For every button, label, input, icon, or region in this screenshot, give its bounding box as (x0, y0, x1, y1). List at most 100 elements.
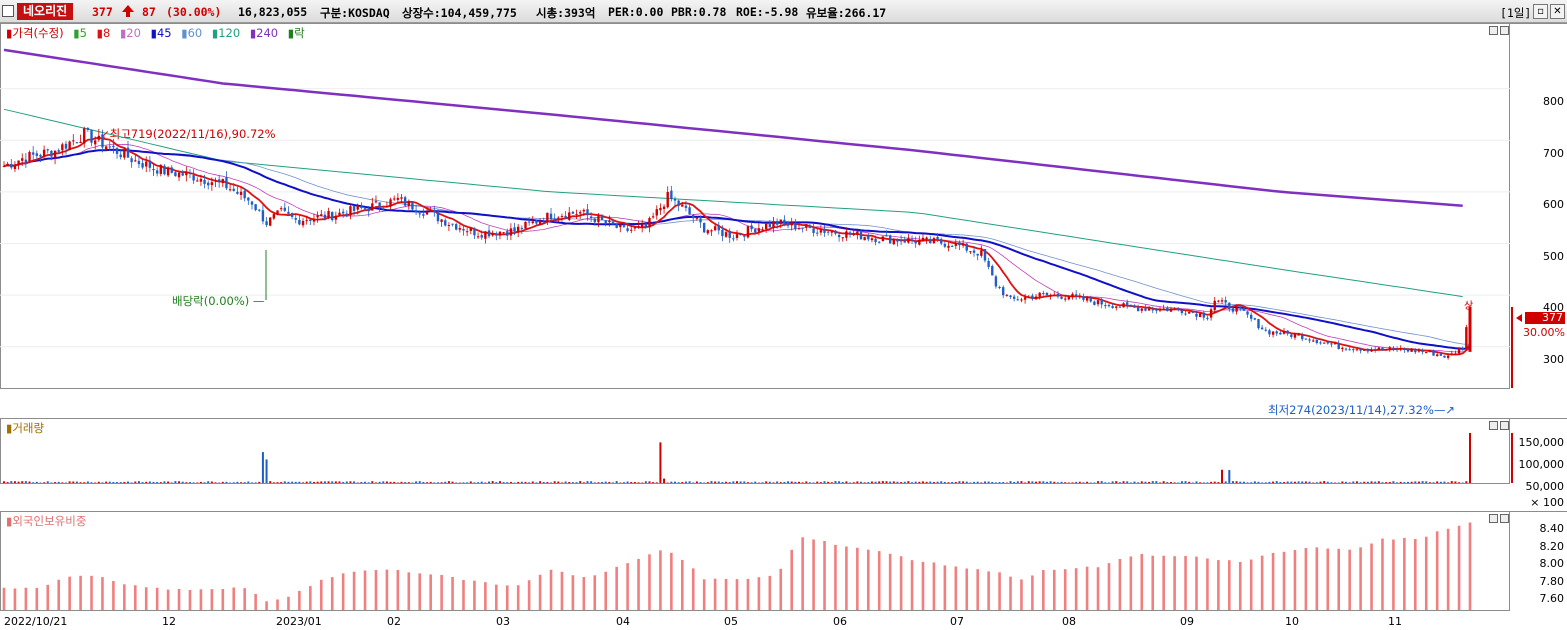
y-tick: 700 (1543, 147, 1564, 160)
volume-bar (61, 482, 64, 483)
panel-close-icon[interactable] (1500, 514, 1509, 523)
foreign-bar (790, 549, 794, 610)
panel-settings-icon[interactable] (1489, 514, 1498, 523)
candle-body (746, 226, 750, 238)
candle-body (1428, 350, 1432, 352)
volume-bar (1283, 482, 1286, 483)
volume-panel[interactable]: ▮거래량 (0, 418, 1510, 484)
foreign-bar (177, 588, 181, 610)
select-checkbox[interactable] (2, 5, 14, 17)
volume-bar (736, 481, 738, 483)
candle-body (221, 179, 225, 184)
x-label: 06 (833, 615, 847, 628)
volume-bar (1436, 481, 1439, 483)
candle-body (582, 209, 586, 212)
volume-bar (108, 481, 111, 483)
volume-bar (881, 481, 884, 483)
candle-body (1290, 334, 1293, 337)
foreign-bar (352, 571, 356, 610)
restore-icon[interactable]: ▫ (1533, 4, 1548, 19)
candle-body (506, 231, 509, 236)
foreign-bar (615, 566, 618, 610)
close-icon[interactable]: ✕ (1550, 4, 1565, 19)
volume-bar (980, 482, 983, 483)
volume-bar (196, 482, 199, 483)
volume-bar (852, 482, 855, 483)
volume-bar (1086, 481, 1089, 483)
candle-body (841, 237, 844, 239)
candle-body (1425, 352, 1428, 354)
candle-body (932, 238, 936, 244)
foreign-bar (691, 568, 695, 610)
panel-settings-icon[interactable] (1489, 421, 1498, 430)
candle-body (371, 203, 374, 211)
candle-body (192, 175, 195, 181)
panel-close-icon[interactable] (1500, 26, 1509, 35)
candle-body (1228, 302, 1231, 309)
foreign-bar (451, 576, 454, 610)
candle-body (732, 238, 735, 240)
volume-bar (309, 481, 312, 483)
volume-bar (1148, 481, 1151, 483)
volume-bar (302, 482, 305, 483)
volume-bar (1042, 481, 1045, 483)
foreign-bar (90, 575, 93, 610)
foreign-bar (1315, 547, 1319, 610)
volume-title: ▮거래량 (6, 421, 45, 435)
panel-settings-icon[interactable] (1489, 26, 1498, 35)
period-button[interactable]: [1일] (1500, 6, 1532, 20)
candle-body (1012, 296, 1016, 299)
volume-bar (422, 481, 425, 483)
candle-body (247, 197, 250, 201)
volume-bar (1009, 481, 1012, 483)
volume-bar (695, 481, 698, 483)
panel-close-icon[interactable] (1500, 421, 1509, 430)
candle-body (396, 197, 400, 200)
foreign-bar (779, 568, 783, 610)
candle-body (261, 210, 265, 222)
volume-bar (1345, 481, 1348, 483)
candle-body (965, 243, 968, 251)
volume-bar (954, 482, 957, 483)
candle-body (1064, 298, 1067, 300)
candle-body (320, 214, 323, 217)
foreign-bar (330, 577, 334, 610)
candle-body (783, 219, 786, 224)
volume-bar (491, 481, 494, 483)
price-legend: ▮가격(수정) ▮5 ▮8 ▮20 ▮45 ▮60 ▮120 ▮240 ▮락 (6, 25, 311, 41)
candle-body (166, 167, 170, 176)
foreign-bar (1020, 579, 1023, 610)
volume-bar (1213, 481, 1216, 483)
stock-header-bar: 네오리진 377 87 (30.00%) 16,823,055 구분:KOSDA… (0, 0, 1567, 23)
stock-name[interactable]: 네오리진 (17, 3, 74, 20)
volume-bar (236, 481, 239, 483)
candle-body (1169, 308, 1173, 312)
candle-body (1023, 297, 1027, 300)
foreign-bar (976, 569, 979, 610)
volume-bar (1363, 481, 1366, 483)
volume-bar (1082, 482, 1085, 483)
candle-body (721, 229, 724, 237)
candle-body (1140, 308, 1143, 311)
candle-body (418, 213, 421, 215)
volume-bar (998, 482, 1001, 483)
legend-ma240: ▮240 (249, 26, 279, 40)
candle-body (1268, 330, 1271, 335)
volume-bar (524, 481, 527, 483)
limit-up-mark: 상 (1464, 301, 1474, 312)
candle-body (1085, 297, 1089, 301)
volume-y-axis: 150,000 100,000 50,000 × 100 (1510, 418, 1567, 509)
foreign-panel[interactable]: ▮외국인보유비중 (0, 511, 1510, 611)
candle-body (90, 130, 93, 143)
foreign-bar (560, 571, 564, 610)
volume-bar (433, 482, 436, 483)
candle-body (910, 239, 914, 241)
high-annotation: ↙최고719(2022/11/16),90.72% (100, 127, 276, 141)
volume-bar (1140, 481, 1143, 483)
candle-body (1315, 340, 1319, 344)
volume-bar (546, 481, 549, 483)
candle-body (983, 249, 987, 261)
candle-body (210, 182, 214, 186)
volume-bar (1064, 482, 1067, 483)
candle-body (458, 228, 462, 230)
